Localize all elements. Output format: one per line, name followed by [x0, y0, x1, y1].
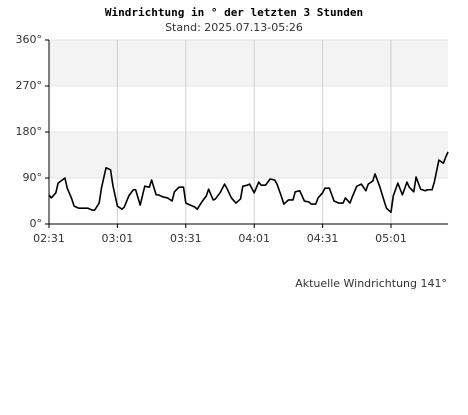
y-tick-label: 0° [30, 217, 43, 230]
x-tick-label: 03:01 [102, 232, 134, 245]
x-tick-label: 04:01 [238, 232, 270, 245]
y-tick-label: 270° [16, 79, 43, 92]
grid-band [49, 132, 448, 178]
annotation: Aktuelle Windrichtung 141° [295, 277, 447, 290]
x-tick-label: 02:31 [33, 232, 65, 245]
x-tick-label: 03:31 [170, 232, 202, 245]
chart-title: Windrichtung in ° der letzten 3 Stunden [105, 6, 363, 19]
line-series [48, 151, 449, 214]
y-tick-label: 360° [16, 33, 43, 46]
grid-band [49, 40, 448, 86]
x-tick-label: 04:31 [307, 232, 339, 245]
chart-subtitle: Stand: 2025.07.13-05:26 [165, 21, 303, 34]
x-tick-label: 05:01 [375, 232, 407, 245]
y-tick-label: 180° [16, 125, 43, 138]
y-tick-label: 90° [23, 171, 43, 184]
